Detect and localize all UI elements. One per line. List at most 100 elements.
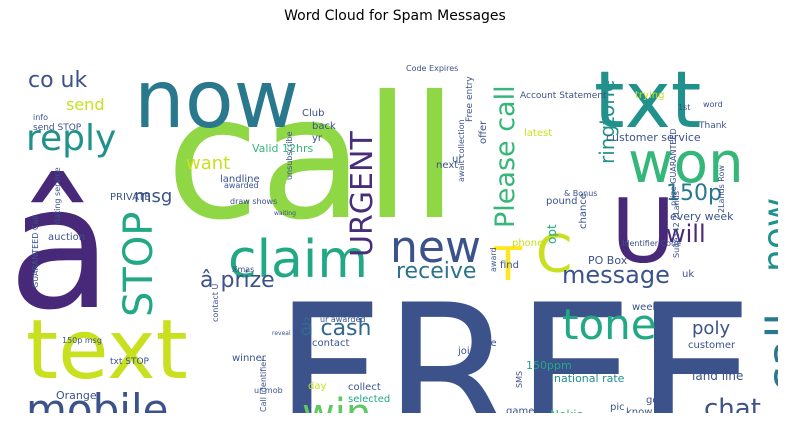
word-23: will [666, 220, 706, 248]
word-32: msg [134, 186, 172, 207]
word-38: land line [692, 369, 743, 383]
word-55: txt STOP [110, 357, 150, 367]
word-84: Xmas [232, 265, 254, 274]
word-24: message [562, 261, 670, 289]
word-81: week [632, 302, 658, 313]
word-93: await collection [457, 119, 466, 182]
word-7: claim [228, 230, 368, 290]
word-41: 150ppm [526, 359, 572, 372]
word-39: every week [670, 210, 734, 223]
word-82: send STOP [33, 123, 82, 133]
word-75: offer [478, 120, 489, 144]
word-77: uk [682, 269, 694, 280]
word-56: contact [312, 338, 350, 349]
word-1: FREE [274, 264, 755, 413]
word-37: PO Box [588, 254, 628, 267]
word-43: Orange [56, 389, 97, 402]
word-88: dating service [53, 167, 62, 224]
word-79: pound [546, 196, 578, 207]
word-0: call [166, 60, 458, 258]
word-31: want [186, 153, 230, 174]
word-74: ur [452, 154, 463, 165]
word-30: send [66, 95, 104, 114]
word-28: ringtone [595, 80, 619, 164]
word-46: selected [348, 394, 390, 405]
word-96: & Bonus [564, 189, 597, 198]
word-57: day [308, 381, 326, 392]
word-25: receive [396, 259, 476, 284]
word-27: â cash [300, 316, 371, 341]
word-100: 1st [678, 103, 690, 112]
chart-title: Word Cloud for Spam Messages [284, 8, 506, 24]
word-2: â [16, 150, 112, 348]
word-68: Thank [698, 121, 727, 131]
word-98: SMS [515, 371, 524, 388]
word-61: game [506, 406, 534, 413]
word-8: won [628, 131, 744, 196]
word-6: mobile [26, 385, 168, 413]
word-67: Account Statement [520, 91, 607, 101]
word-105: reveal [272, 330, 291, 337]
word-65: See [478, 338, 497, 349]
word-97: 2Lands Row [717, 165, 726, 213]
word-85: contact U [211, 284, 220, 322]
word-101: word [703, 100, 723, 109]
word-94: Free entry [465, 76, 475, 122]
word-83: info [33, 113, 48, 122]
word-17: call [757, 313, 778, 392]
word-26: â prize [200, 268, 275, 293]
word-103: ur awarded [320, 315, 365, 324]
word-47: find [500, 260, 519, 271]
word-92: unsubscribe [285, 131, 294, 180]
word-48: latest [524, 128, 552, 139]
word-13: new [390, 222, 481, 273]
word-90: ur mob [254, 386, 283, 395]
word-45: collect [348, 382, 381, 393]
word-95: Code Expires [406, 64, 458, 73]
word-18: now [756, 198, 778, 272]
word-21: chat [704, 394, 761, 413]
word-89: 150p msg [62, 336, 102, 345]
word-3: now [134, 53, 299, 146]
word-60: pic [610, 402, 625, 413]
word-64: go [646, 395, 658, 406]
word-40: national rate [554, 372, 625, 385]
word-69: trying [635, 90, 664, 101]
word-51: GUARANTEED Call [31, 215, 40, 288]
word-66: phone [512, 238, 543, 249]
word-71: back [312, 121, 336, 132]
word-9: U [611, 180, 675, 283]
word-29: co uk [28, 68, 87, 93]
word-91: Call Identifier [259, 358, 268, 412]
word-44: landline [220, 174, 260, 185]
word-22: 150p [666, 181, 722, 206]
word-59: tried [442, 368, 465, 379]
word-102: Suite342 2Lands [672, 191, 681, 258]
word-80: chance [578, 193, 589, 229]
word-5: text [26, 303, 188, 398]
word-20: win [302, 391, 371, 413]
word-19: tone [562, 300, 657, 349]
word-54: winner [232, 353, 267, 364]
word-49: Identifier Code [622, 239, 681, 248]
word-73: next [436, 160, 458, 171]
word-16: Please call [490, 85, 521, 228]
word-52: PRIVATE [110, 192, 151, 203]
word-4: txt [594, 56, 701, 146]
word-33: poly [692, 318, 730, 339]
word-78: award [489, 247, 498, 272]
word-86: awarded [224, 181, 259, 190]
word-76: customer [688, 340, 736, 351]
word-14: STOP [116, 212, 162, 317]
word-11: T [493, 237, 523, 291]
word-50: prize GUARANTEED [669, 128, 678, 206]
word-12: reply [26, 118, 116, 159]
word-70: Club [302, 108, 324, 119]
word-53: auction [48, 232, 85, 243]
word-72: yr [312, 133, 323, 144]
word-104: waiting [274, 210, 296, 217]
word-10: C [536, 225, 572, 285]
word-35: customer service [606, 131, 701, 144]
